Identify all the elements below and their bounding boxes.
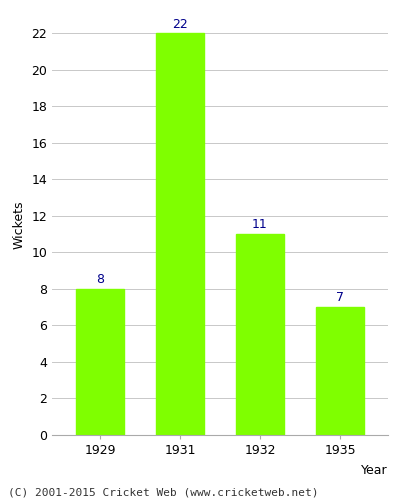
Text: Year: Year bbox=[361, 464, 388, 477]
Text: 22: 22 bbox=[172, 18, 188, 30]
Text: 7: 7 bbox=[336, 292, 344, 304]
Bar bbox=[236, 234, 284, 435]
Text: 8: 8 bbox=[96, 273, 104, 286]
Y-axis label: Wickets: Wickets bbox=[13, 200, 26, 249]
Text: 11: 11 bbox=[252, 218, 268, 232]
Bar bbox=[76, 289, 124, 435]
Bar bbox=[316, 307, 364, 435]
Text: (C) 2001-2015 Cricket Web (www.cricketweb.net): (C) 2001-2015 Cricket Web (www.cricketwe… bbox=[8, 488, 318, 498]
Bar bbox=[156, 34, 204, 435]
